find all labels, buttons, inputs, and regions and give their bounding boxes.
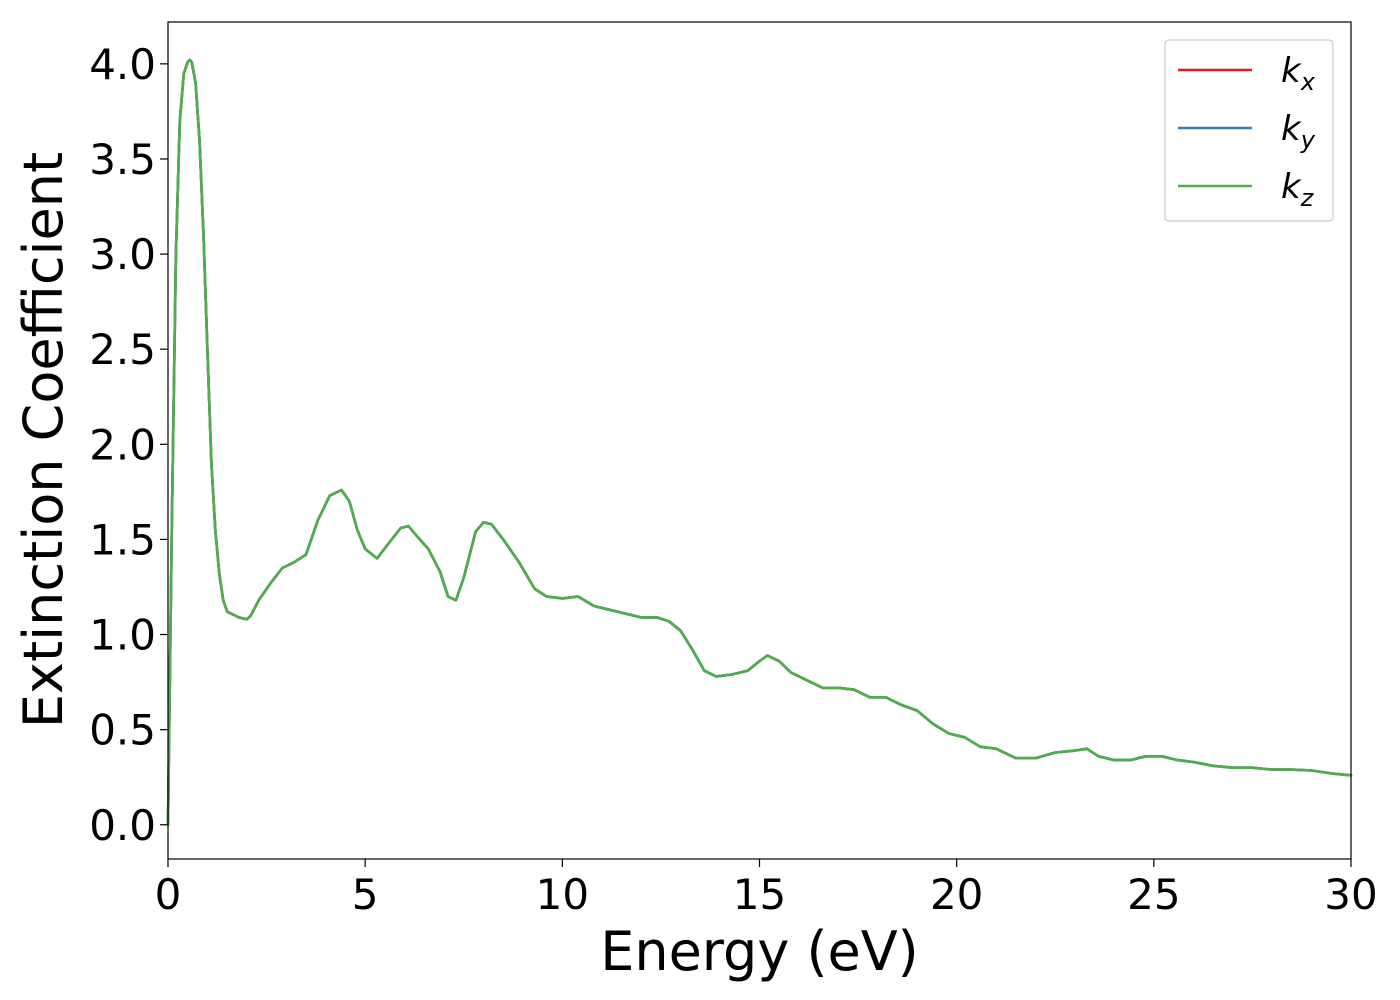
x-axis-title: Energy (eV) <box>600 920 919 983</box>
y-tick-label: 0.5 <box>89 706 156 755</box>
legend-label-ky: ky <box>1281 109 1316 154</box>
x-tick-label: 0 <box>155 870 182 919</box>
y-tick-label: 2.0 <box>89 420 156 469</box>
x-tick-label: 25 <box>1127 870 1180 919</box>
y-tick-label: 2.5 <box>89 325 156 374</box>
x-tick-label: 30 <box>1324 870 1377 919</box>
y-tick-label: 1.5 <box>89 515 156 564</box>
x-tick-label: 5 <box>352 870 379 919</box>
y-tick-label: 1.0 <box>89 611 156 660</box>
y-axis-title: Extinction Coefficient <box>12 152 75 728</box>
y-tick-label: 3.5 <box>89 135 156 184</box>
legend-box <box>1164 39 1334 222</box>
y-tick-label: 3.0 <box>89 230 156 279</box>
x-tick-label: 10 <box>536 870 589 919</box>
x-tick-label: 15 <box>733 870 786 919</box>
y-axis-ticks: 0.0 0.5 1.0 1.5 2.0 2.5 3.0 3.5 4.0 <box>89 40 168 850</box>
y-tick-label: 4.0 <box>89 40 156 89</box>
y-tick-label: 0.0 <box>89 801 156 850</box>
series-layer <box>166 58 1353 827</box>
x-tick-label: 20 <box>930 870 983 919</box>
series-line-kz <box>166 58 1353 827</box>
plot-area <box>168 22 1351 859</box>
x-axis-ticks: 0 5 10 15 20 25 30 <box>155 859 1378 919</box>
